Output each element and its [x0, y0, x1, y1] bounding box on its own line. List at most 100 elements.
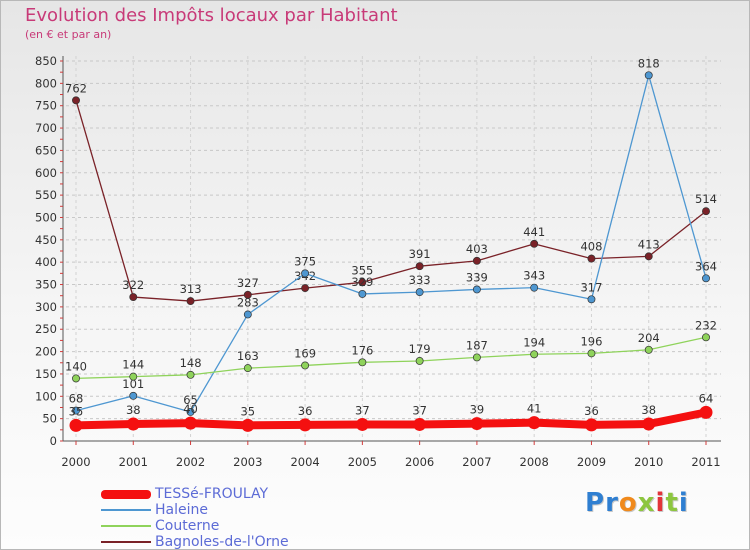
data-label-tess-froulay: 37 [355, 403, 370, 417]
plot-area [66, 56, 716, 441]
data-point-couterne [301, 361, 310, 370]
data-label-bagnoles-de-l-orne: 313 [180, 282, 202, 296]
data-label-haleine: 68 [69, 392, 84, 406]
data-point-tess-froulay [355, 417, 369, 431]
x-tick-label: 2006 [405, 455, 434, 469]
data-label-couterne: 163 [237, 349, 259, 363]
data-point-tess-froulay [126, 417, 140, 431]
y-tick-label: 100 [35, 389, 57, 403]
data-label-haleine: 283 [237, 295, 259, 309]
legend-item-tesse-froulay[interactable]: TESSé-FROULAY [101, 486, 401, 502]
data-point-tess-froulay [584, 418, 598, 432]
data-point-haleine [644, 71, 653, 80]
y-tick-label: 600 [35, 166, 57, 180]
legend-item-haleine[interactable]: Haleine [101, 502, 401, 518]
data-point-tess-froulay [69, 418, 83, 432]
data-label-haleine: 375 [294, 254, 316, 268]
legend-item-bagnoles[interactable]: Bagnoles-de-l'Orne [101, 534, 401, 550]
y-tick-label: 850 [35, 54, 57, 68]
legend-swatch-couterne [101, 525, 151, 527]
logo-letter: t [665, 488, 679, 518]
data-point-haleine [530, 283, 539, 292]
data-point-couterne [530, 350, 539, 359]
data-point-couterne [587, 349, 596, 358]
data-point-bagnoles-de-l-orne [644, 252, 653, 261]
series-bagnoles-de-l-orne: 762322313327342355391403441408413514 [65, 81, 717, 306]
legend: TESSé-FROULAY Haleine Couterne Bagnoles-… [101, 486, 401, 550]
data-point-haleine [301, 269, 310, 278]
y-tick-label: 200 [35, 345, 57, 359]
legend-swatch-haleine [101, 509, 151, 511]
x-tick-label: 2010 [634, 455, 663, 469]
data-label-haleine: 65 [183, 393, 198, 407]
data-point-tess-froulay [470, 417, 484, 431]
data-label-bagnoles-de-l-orne: 355 [351, 263, 373, 277]
logo-letter: P [585, 488, 606, 518]
data-point-haleine [129, 391, 138, 400]
data-label-tess-froulay: 64 [699, 391, 714, 405]
logo-letter: r [605, 488, 619, 518]
data-label-tess-froulay: 36 [584, 404, 599, 418]
data-point-haleine [702, 274, 710, 283]
chart-title: Evolution des Impôts locaux par Habitant [25, 5, 398, 26]
data-point-bagnoles-de-l-orne [415, 262, 424, 271]
data-label-couterne: 196 [580, 334, 602, 348]
data-label-haleine: 329 [351, 275, 373, 289]
x-tick-label: 2001 [119, 455, 148, 469]
logo-letter: x [637, 488, 656, 518]
data-label-tess-froulay: 38 [126, 403, 141, 417]
x-tick-label: 2011 [691, 455, 720, 469]
data-label-couterne: 144 [122, 358, 144, 372]
y-tick-label: 150 [35, 367, 57, 381]
data-label-bagnoles-de-l-orne: 403 [466, 242, 488, 256]
data-point-haleine [72, 406, 80, 415]
legend-swatch-tesse-froulay [101, 490, 151, 499]
data-point-bagnoles-de-l-orne [243, 290, 252, 299]
data-point-haleine [587, 295, 596, 304]
data-label-bagnoles-de-l-orne: 408 [580, 240, 602, 254]
y-tick-label: 550 [35, 188, 57, 202]
data-point-couterne [358, 358, 367, 367]
x-tick-label: 2009 [577, 455, 606, 469]
x-tick-label: 2007 [462, 455, 491, 469]
data-label-couterne: 179 [409, 342, 431, 356]
data-label-haleine: 101 [122, 377, 144, 391]
legend-label-couterne: Couterne [155, 518, 220, 534]
data-label-tess-froulay: 35 [69, 404, 84, 418]
data-point-tess-froulay [184, 416, 198, 430]
legend-label-bagnoles: Bagnoles-de-l'Orne [155, 534, 289, 550]
data-label-bagnoles-de-l-orne: 391 [409, 247, 431, 261]
y-tick-label: 650 [35, 143, 57, 157]
series-line-haleine [75, 74, 707, 413]
y-tick-label: 350 [35, 278, 57, 292]
data-point-haleine [472, 285, 481, 294]
data-point-bagnoles-de-l-orne [472, 256, 481, 265]
data-point-tess-froulay [527, 416, 541, 430]
data-label-bagnoles-de-l-orne: 441 [523, 225, 545, 239]
data-label-tess-froulay: 39 [470, 403, 485, 417]
logo-letter: o [618, 488, 638, 518]
series-tess-froulay: 35 38 40 35 36 37 37 39 41 36 38 64 [69, 391, 714, 432]
data-point-bagnoles-de-l-orne [129, 293, 138, 301]
data-label-couterne: 169 [294, 346, 316, 360]
data-point-tess-froulay [298, 418, 312, 432]
data-point-tess-froulay [642, 417, 656, 431]
y-tick-label: 750 [35, 99, 57, 113]
series-haleine: 68 101 65 283 375 329 333 339 343 317 818 364 [69, 56, 717, 416]
data-label-tess-froulay: 40 [183, 402, 198, 416]
data-point-haleine [186, 407, 195, 416]
y-tick-label: 450 [35, 233, 57, 247]
series-line-tess-froulay [72, 408, 710, 430]
data-point-couterne [243, 364, 252, 373]
data-point-bagnoles-de-l-orne [72, 96, 80, 105]
data-point-bagnoles-de-l-orne [702, 207, 710, 216]
data-label-haleine: 818 [638, 56, 660, 70]
series-line-couterne [75, 336, 707, 380]
legend-item-couterne[interactable]: Couterne [101, 518, 401, 534]
data-label-tess-froulay: 37 [412, 403, 427, 417]
data-label-couterne: 194 [523, 335, 545, 349]
data-point-haleine [243, 310, 252, 319]
data-label-couterne: 204 [638, 331, 660, 345]
data-label-bagnoles-de-l-orne: 514 [695, 192, 717, 206]
